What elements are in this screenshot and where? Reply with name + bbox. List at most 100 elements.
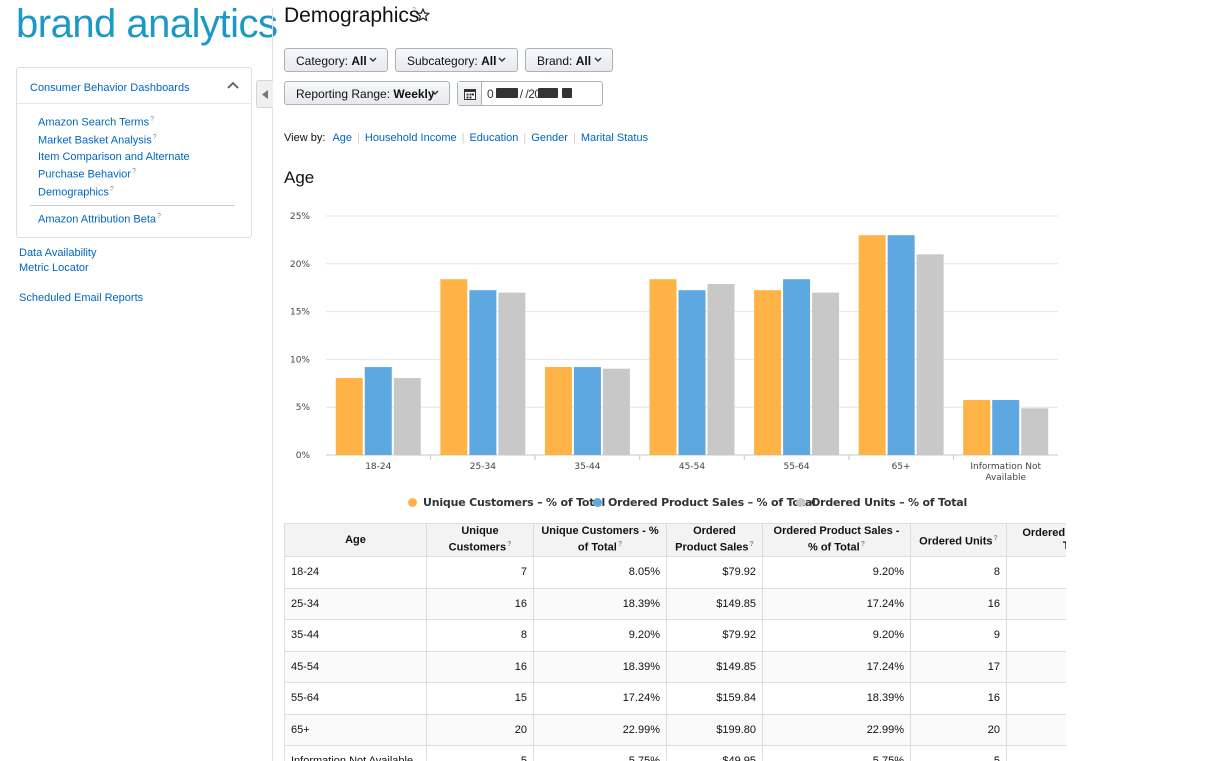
redaction-mark xyxy=(538,88,558,98)
date-picker[interactable]: 0 / /20 / /20 xyxy=(457,81,603,106)
bar-45-54-series-2[interactable] xyxy=(678,290,706,455)
dashboards-panel-header[interactable]: Consumer Behavior Dashboards xyxy=(17,68,251,104)
subcategory-dropdown[interactable]: Subcategory: All xyxy=(395,48,518,72)
sidebar-divider xyxy=(30,205,235,206)
sidebar-item-amazon-search-terms[interactable]: Amazon Search Terms? xyxy=(38,116,154,129)
view-by-education[interactable]: Education xyxy=(469,132,519,144)
dashboards-panel-title[interactable]: Consumer Behavior Dashboards xyxy=(30,82,190,94)
sidebar-item-market-basket-analysis[interactable]: Market Basket Analysis? xyxy=(38,134,157,147)
table-cell xyxy=(1006,650,1066,683)
table-cell: 5.75% xyxy=(762,745,911,761)
bar-45-54-series-3[interactable] xyxy=(707,283,735,455)
table-cell xyxy=(1006,556,1066,589)
view-by-gender[interactable]: Gender xyxy=(531,132,568,144)
table-cell: 17.24% xyxy=(762,650,911,683)
column-header-ordered-units[interactable]: Ordered Units? xyxy=(910,523,1007,557)
column-header-age[interactable]: Age xyxy=(284,523,427,557)
category-dropdown[interactable]: Category: All xyxy=(284,48,388,72)
table-body: 18-24 7 8.05% $79.92 9.20% 8 25-34 16 18.39% $149… xyxy=(284,556,1066,761)
column-header-unique-customers-pct[interactable]: Unique Customers - % of Total? xyxy=(533,523,667,557)
table-cell: $49.95 xyxy=(666,745,763,761)
table-cell: 17.24% xyxy=(762,587,911,620)
table-cell: 16 xyxy=(910,587,1007,620)
legend-item-ordered-units[interactable]: Ordered Units – % of Total xyxy=(796,496,967,509)
bar-35-44-series-3[interactable] xyxy=(602,368,630,455)
metric-locator-link[interactable]: Metric Locator xyxy=(19,262,89,274)
legend-item-ordered-sales[interactable]: Ordered Product Sales – % of Total xyxy=(593,496,816,509)
bar-information-not-available-series-2[interactable] xyxy=(992,400,1020,455)
bar-18-24-series-3[interactable] xyxy=(393,378,421,455)
brand-analytics-logo: brand analytics xyxy=(16,2,278,46)
chevron-down-icon xyxy=(369,57,377,62)
bar-25-34-series-1[interactable] xyxy=(440,279,468,455)
bar-25-34-series-2[interactable] xyxy=(469,290,497,455)
table-cell xyxy=(1006,682,1066,715)
bar-55-64-series-3[interactable] xyxy=(812,292,840,455)
brand-dropdown[interactable]: Brand: All xyxy=(525,48,613,72)
page-title: Demographics xyxy=(284,4,420,27)
scheduled-email-reports-link[interactable]: Scheduled Email Reports xyxy=(19,292,144,304)
bar-18-24-series-2[interactable] xyxy=(364,367,392,455)
table-cell xyxy=(1006,619,1066,652)
table-cell: 45-54 xyxy=(284,650,427,683)
star-icon[interactable] xyxy=(416,8,430,22)
table-cell: 20 xyxy=(426,713,534,746)
y-tick-label: 15% xyxy=(290,308,310,318)
table-cell: $79.92 xyxy=(666,619,763,652)
demographics-table-container[interactable]: Age Unique Customers? Unique Customers -… xyxy=(284,523,1066,761)
legend-marker xyxy=(796,498,805,507)
collapse-sidebar-button[interactable] xyxy=(256,80,273,108)
table-cell: 35-44 xyxy=(284,619,427,652)
view-by-bar: View by: Age | Household Income | Education |… xyxy=(284,132,649,144)
table-row: 25-34 16 18.39% $149.85 17.24% 16 xyxy=(284,587,1066,620)
bar-35-44-series-2[interactable] xyxy=(573,367,601,455)
view-by-age[interactable]: Age xyxy=(332,132,353,144)
bar-65+-series-1[interactable] xyxy=(858,235,886,455)
table-cell: 5 xyxy=(426,745,534,761)
bar-information-not-available-series-1[interactable] xyxy=(963,400,991,455)
legend-item-unique-customers[interactable]: Unique Customers – % of Total xyxy=(408,496,605,509)
table-cell: $79.92 xyxy=(666,556,763,589)
table-cell: 25-34 xyxy=(284,587,427,620)
bar-25-34-series-3[interactable] xyxy=(498,292,526,455)
table-cell: 9.20% xyxy=(533,619,667,652)
help-icon[interactable]: ? xyxy=(412,7,416,14)
table-cell: 16 xyxy=(910,682,1007,715)
sidebar-item-demographics[interactable]: Demographics? xyxy=(38,186,114,199)
bar-55-64-series-1[interactable] xyxy=(754,290,782,455)
view-by-household-income[interactable]: Household Income xyxy=(364,132,457,144)
sidebar-item-item-comparison[interactable]: Item Comparison and Alternate xyxy=(38,151,190,163)
table-cell: 16 xyxy=(426,587,534,620)
table-cell: 5 xyxy=(910,745,1007,761)
view-by-label: View by: xyxy=(284,132,326,144)
table-cell: 5.75% xyxy=(533,745,667,761)
column-header-ordered-units-pct[interactable]: Ordered Units - % of Total xyxy=(1006,523,1066,557)
column-header-ordered-sales-pct[interactable]: Ordered Product Sales - % of Total? xyxy=(762,523,911,557)
bar-35-44-series-1[interactable] xyxy=(544,367,572,455)
chevron-up-icon[interactable] xyxy=(227,80,239,90)
bar-55-64-series-2[interactable] xyxy=(783,279,811,455)
table-cell: 8.05% xyxy=(533,556,667,589)
table-cell: 16 xyxy=(426,650,534,683)
sidebar-item-amazon-attribution[interactable]: Amazon Attribution Beta? xyxy=(38,213,161,226)
table-cell: 20 xyxy=(910,713,1007,746)
dashboards-panel: Consumer Behavior Dashboards Amazon Sear… xyxy=(16,67,252,238)
y-tick-label: 0% xyxy=(296,451,311,461)
table-cell: Information Not Available xyxy=(284,745,427,761)
bar-18-24-series-1[interactable] xyxy=(335,378,363,455)
data-availability-link[interactable]: Data Availability xyxy=(19,247,97,259)
chevron-down-icon xyxy=(431,90,439,95)
column-header-ordered-sales[interactable]: Ordered Product Sales? xyxy=(666,523,763,557)
x-tick-label: 25-34 xyxy=(470,462,496,472)
column-header-unique-customers[interactable]: Unique Customers? xyxy=(426,523,534,557)
sidebar-item-purchase-behavior[interactable]: Purchase Behavior? xyxy=(38,168,136,181)
bar-information-not-available-series-3[interactable] xyxy=(1021,408,1049,455)
reporting-range-dropdown[interactable]: Reporting Range: Weekly xyxy=(284,81,450,105)
calendar-icon xyxy=(464,89,476,100)
bar-65+-series-3[interactable] xyxy=(916,254,944,455)
bar-45-54-series-1[interactable] xyxy=(649,279,677,455)
calendar-button[interactable] xyxy=(458,82,482,105)
x-tick-label: 55-64 xyxy=(783,462,809,472)
bar-65+-series-2[interactable] xyxy=(887,235,915,455)
view-by-marital-status[interactable]: Marital Status xyxy=(580,132,649,144)
